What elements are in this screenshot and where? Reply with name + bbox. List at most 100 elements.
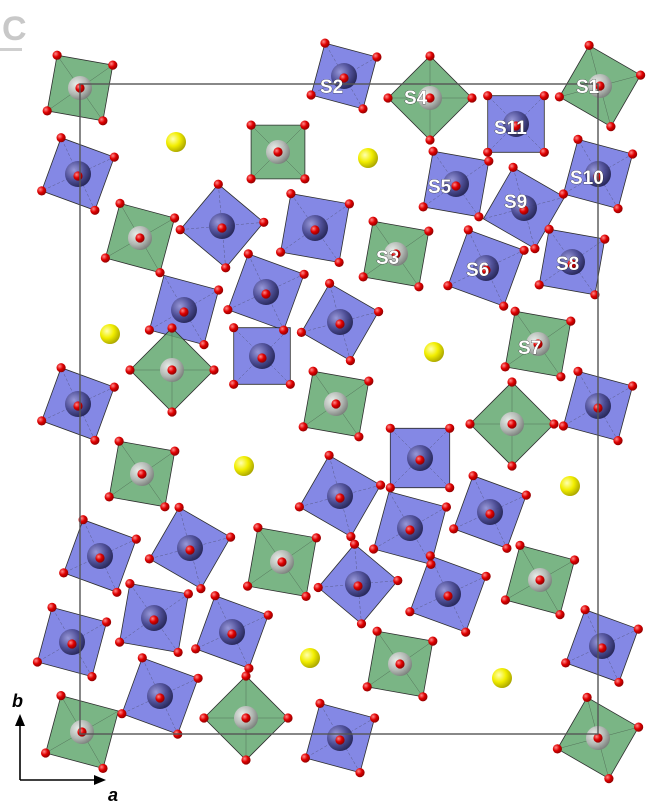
interstitial-cations: [100, 132, 580, 688]
oxygen-atom: [481, 265, 491, 275]
oxygen-atom: [98, 763, 108, 774]
oxygen-atom: [261, 289, 271, 299]
label-s10: S10: [570, 168, 604, 189]
oxygen-atom: [483, 147, 493, 157]
oxygen-atom: [597, 643, 607, 653]
oxygen-atom: [634, 722, 644, 732]
oxygen-atom: [175, 225, 185, 235]
oxygen-atom: [507, 377, 517, 387]
oxygen-atom: [467, 93, 477, 103]
b-arrowhead: [15, 714, 25, 726]
oxygen-atom: [500, 362, 510, 372]
oxygen-atom: [613, 436, 623, 446]
oxygen-atom: [628, 149, 638, 159]
oxygen-atom: [636, 70, 646, 80]
oxygen-atom: [368, 216, 378, 226]
oxygen-atom: [170, 213, 180, 223]
oxygen-atom: [104, 492, 114, 502]
oxygen-atom: [183, 589, 193, 599]
oxygen-atom: [308, 366, 318, 376]
oxygen-atom: [573, 366, 583, 376]
header-underline: [0, 48, 22, 51]
oxygen-atom: [214, 285, 224, 295]
oxygen-atom: [558, 421, 569, 431]
oxygen-atom: [144, 554, 154, 564]
interstitial-cation: [100, 324, 120, 344]
site-labels: S1 S2 S3 S4 S5 S6 S7 S8 S9 S10 S11: [320, 77, 604, 360]
oxygen-atom: [56, 133, 66, 143]
oxygen-atom: [155, 268, 165, 278]
oxygen-atom: [580, 605, 590, 615]
oxygen-atom: [349, 539, 360, 549]
oxygen-atom: [425, 93, 435, 103]
oxygen-atom: [385, 423, 395, 433]
oxygen-atom: [160, 502, 170, 512]
oxygen-atom: [425, 51, 435, 61]
oxygen-atom: [445, 483, 455, 493]
oxygen-atom: [425, 135, 435, 145]
oxygen-atom: [443, 281, 453, 291]
oxygen-atom: [555, 610, 565, 620]
label-s1: S1: [576, 77, 600, 98]
oxygen-atom: [353, 581, 363, 591]
oxygen-atom: [613, 204, 623, 214]
oxygen-atom: [279, 325, 289, 335]
oxygen-atom: [633, 624, 643, 634]
oxygen-atom: [170, 446, 180, 456]
oxygen-atom: [519, 245, 529, 255]
oxygen-atom: [263, 610, 273, 620]
oxygen-atom: [313, 582, 323, 593]
oxygen-atom: [428, 146, 438, 156]
oxygen-atom: [210, 591, 220, 601]
oxygen-atom: [535, 575, 545, 585]
oxygen-atom: [229, 379, 239, 389]
oxygen-atom: [167, 365, 177, 375]
polyhedron-edge: [63, 538, 137, 574]
oxygen-atom: [173, 647, 183, 658]
oxygen-atom: [273, 147, 283, 157]
b-axis-label: b: [12, 691, 23, 711]
oxygen-atom: [415, 455, 425, 465]
oxygen-atom: [167, 323, 177, 333]
oxygen-atom: [37, 186, 47, 196]
oxygen-atom: [530, 244, 540, 254]
oxygen-atom: [339, 73, 349, 83]
oxygen-atom: [277, 557, 287, 567]
oxygen-atom: [241, 713, 251, 723]
oxygen-atom: [534, 280, 544, 290]
oxygen-atom: [135, 233, 145, 243]
polyhedron-edge: [51, 607, 93, 677]
label-s4: S4: [404, 88, 428, 109]
oxygen-atom: [606, 122, 616, 132]
oxygen-atom: [73, 171, 83, 181]
oxygen-atom: [90, 435, 100, 445]
oxygen-atom: [425, 551, 435, 561]
oxygen-atom: [296, 327, 306, 337]
oxygen-atom: [584, 40, 594, 51]
label-s6: S6: [466, 260, 489, 281]
oxygen-atom: [346, 532, 356, 542]
oxygen-atom: [67, 639, 77, 649]
oxygen-atom: [395, 659, 405, 669]
label-s5: S5: [428, 177, 452, 198]
oxygen-atom: [418, 692, 428, 702]
oxygen-atom: [355, 768, 365, 778]
oxygen-atom: [199, 340, 209, 350]
oxygen-atom: [362, 682, 372, 692]
oxygen-atom: [32, 657, 43, 667]
oxygen-atom: [331, 399, 341, 409]
oxygen-atom: [213, 179, 223, 189]
polyhedron-edge: [563, 153, 633, 195]
oxygen-atom: [149, 615, 159, 625]
oxygen-atom: [424, 226, 434, 236]
oxygen-atom: [243, 249, 253, 259]
oxygen-atom: [414, 282, 424, 292]
oxygen-atom: [358, 104, 368, 114]
oxygen-atom: [285, 379, 295, 389]
label-s9: S9: [504, 192, 527, 213]
oxygen-atom: [521, 490, 531, 500]
oxygen-atom: [199, 713, 209, 723]
oxygen-atom: [451, 181, 461, 191]
oxygen-atom: [221, 263, 231, 273]
